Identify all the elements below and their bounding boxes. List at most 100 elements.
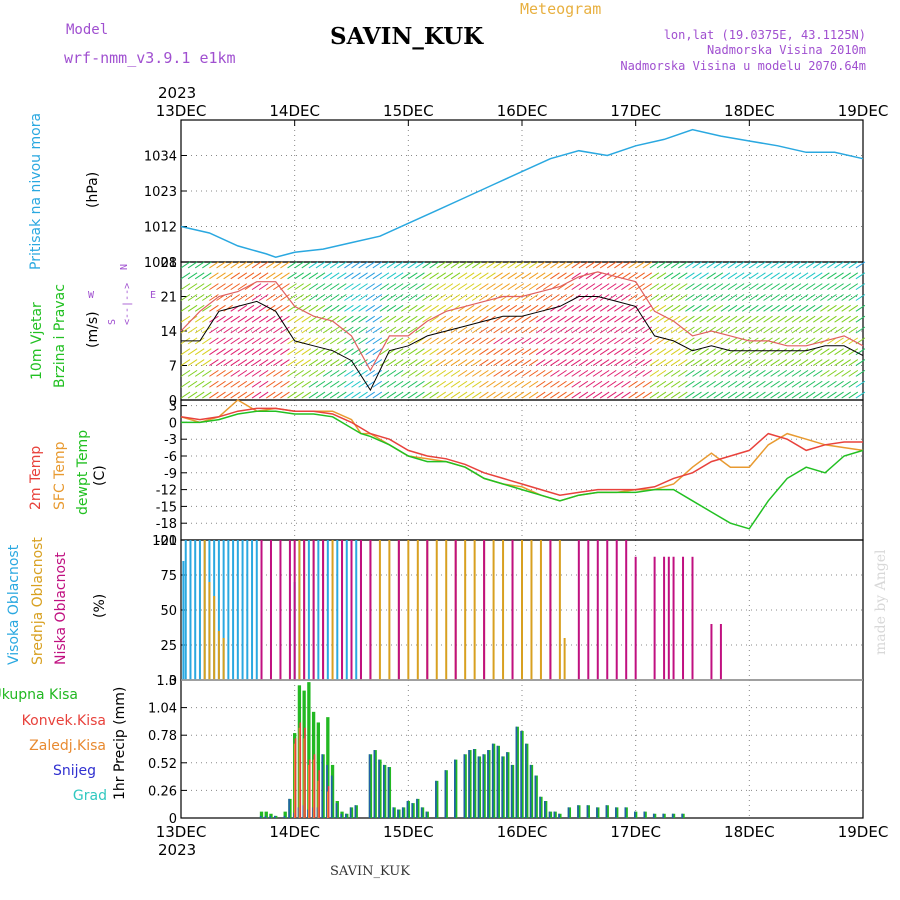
wind-barb: [216, 283, 226, 291]
wind-barb: [429, 294, 439, 301]
wind-barb: [848, 391, 859, 399]
wind-barb: [379, 304, 390, 312]
precip-snow-bar: [274, 815, 276, 818]
meteogram-title: Meteogram: [520, 0, 601, 18]
wind-barb: [344, 391, 354, 399]
wind-barb: [557, 283, 567, 291]
wind-barb: [464, 326, 475, 334]
wind-barb: [606, 348, 617, 356]
wind-barb: [841, 326, 851, 334]
wind-barb: [521, 261, 532, 269]
wind-barb: [578, 380, 589, 388]
wind-barb: [358, 326, 368, 334]
wind-barb: [777, 294, 788, 301]
wind-barb: [543, 272, 553, 280]
wind-barb: [557, 380, 567, 388]
wind-barb: [621, 283, 631, 291]
wind-barb: [784, 304, 795, 312]
wind-barb: [812, 337, 823, 345]
wind-barb: [734, 348, 745, 356]
wind-barb: [543, 359, 553, 366]
wind-barb: [180, 391, 191, 399]
wind-barb: [599, 369, 610, 377]
wind-barb: [777, 369, 788, 377]
wind-barb: [756, 315, 766, 323]
wind-barb: [479, 283, 489, 291]
wind-barb: [216, 272, 226, 280]
x-tick-label-top: 19DEC: [838, 102, 889, 120]
wind-barb: [678, 294, 688, 301]
wind-barb: [820, 283, 830, 291]
wind-barb: [486, 359, 496, 366]
wind-barb: [507, 337, 518, 345]
wind-barb: [500, 326, 510, 334]
precip-frozen-bar: [303, 738, 305, 818]
wind-barb: [471, 348, 482, 356]
wind-barb: [365, 348, 375, 356]
wind-barb: [457, 315, 468, 323]
wind-barb: [720, 283, 731, 291]
wind-barb: [237, 369, 248, 377]
wind-barb: [400, 272, 411, 280]
wind-barb: [841, 304, 851, 312]
wind-barb: [642, 380, 653, 388]
wind-barb: [280, 380, 290, 388]
wind-barb: [763, 272, 773, 280]
wind-barb: [670, 261, 681, 269]
wind-barb: [535, 315, 546, 323]
wind-barb: [230, 326, 241, 334]
wind-barb: [635, 380, 645, 388]
year-top: 2023: [158, 84, 196, 102]
wind-barb: [614, 391, 624, 399]
wind-barb: [763, 283, 773, 291]
wind-barb: [535, 326, 546, 334]
wind-barb: [855, 359, 866, 366]
wind-barb: [656, 315, 667, 323]
precip-frozen-bar: [293, 743, 295, 818]
wind-barb: [777, 380, 788, 388]
wind-barb: [820, 326, 830, 334]
wind-barb: [670, 380, 681, 388]
wind-barb: [592, 391, 603, 399]
wind-barb: [820, 272, 830, 280]
precip-snow-bar: [259, 815, 262, 818]
wind-barb: [457, 359, 468, 366]
cloud-unit-label: (%): [92, 594, 108, 618]
y-tick-label: 100: [152, 534, 177, 549]
wind-barb: [315, 294, 326, 301]
wind-barb: [678, 359, 688, 366]
wind-barb: [308, 294, 319, 301]
wind-barb: [251, 294, 262, 301]
precip-snow-bar: [468, 750, 470, 818]
wind-barb: [294, 326, 304, 334]
wind-barb: [663, 348, 674, 356]
wind-barb: [251, 369, 262, 377]
wind-barb: [678, 369, 688, 377]
wind-barb: [386, 283, 397, 291]
wind-barb: [322, 326, 333, 334]
wind-barb: [564, 359, 574, 366]
wind-barb: [450, 369, 461, 377]
wind-barb: [528, 380, 539, 388]
wind-barb: [848, 315, 859, 323]
wind-barb: [685, 304, 695, 312]
cloud-side-label-2: Srednja Oblacnost: [30, 537, 46, 665]
wind-barb: [585, 359, 596, 366]
wind-barb: [564, 294, 574, 301]
wind-barb: [834, 369, 844, 377]
precip-total-bar: [259, 811, 264, 818]
wind-barb: [514, 369, 525, 377]
wind-barb: [805, 304, 816, 312]
wind-barb: [827, 294, 837, 301]
precip-snow-bar: [435, 780, 437, 818]
wind-barb: [500, 283, 510, 291]
wind-barb: [805, 283, 816, 291]
wind-barb: [457, 283, 468, 291]
wind-barb: [827, 380, 837, 388]
wind-barb: [550, 315, 560, 323]
wind-barb: [443, 315, 454, 323]
wind-barb: [521, 294, 532, 301]
precip-conv-bar: [313, 754, 316, 818]
wind-barb: [812, 315, 823, 323]
wind-barb: [550, 369, 560, 377]
